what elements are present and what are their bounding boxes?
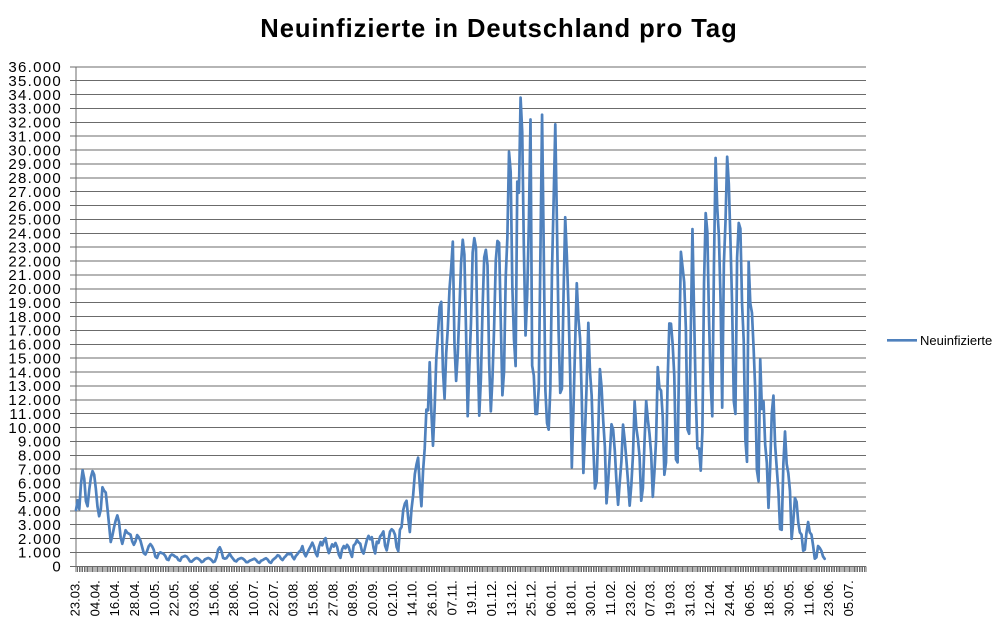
svg-text:15.06.: 15.06. bbox=[206, 580, 221, 616]
svg-text:31.03.: 31.03. bbox=[682, 580, 697, 616]
svg-text:Neuinfizierte in Deutschland p: Neuinfizierte in Deutschland pro Tag bbox=[260, 15, 737, 43]
svg-text:18.000: 18.000 bbox=[8, 309, 62, 326]
svg-text:24.04.: 24.04. bbox=[722, 580, 737, 616]
svg-text:13.000: 13.000 bbox=[8, 378, 62, 395]
svg-text:25.12.: 25.12. bbox=[524, 580, 539, 616]
svg-text:03.08.: 03.08. bbox=[286, 580, 301, 616]
svg-text:18.01.: 18.01. bbox=[563, 580, 578, 616]
svg-text:12.000: 12.000 bbox=[8, 392, 62, 409]
svg-text:12.04.: 12.04. bbox=[702, 580, 717, 616]
svg-text:30.000: 30.000 bbox=[8, 142, 62, 159]
svg-text:23.06.: 23.06. bbox=[821, 580, 836, 616]
svg-text:35.000: 35.000 bbox=[8, 73, 62, 90]
svg-text:06.05.: 06.05. bbox=[742, 580, 757, 616]
svg-text:22.000: 22.000 bbox=[8, 253, 62, 270]
svg-text:21.000: 21.000 bbox=[8, 267, 62, 284]
svg-text:08.09.: 08.09. bbox=[345, 580, 360, 616]
svg-text:23.03.: 23.03. bbox=[68, 580, 83, 616]
svg-text:05.07.: 05.07. bbox=[841, 580, 856, 616]
svg-text:15.000: 15.000 bbox=[8, 350, 62, 367]
svg-text:19.03.: 19.03. bbox=[662, 580, 677, 616]
svg-text:16.04.: 16.04. bbox=[107, 580, 122, 616]
svg-text:30.01.: 30.01. bbox=[583, 580, 598, 616]
svg-text:17.000: 17.000 bbox=[8, 323, 62, 340]
svg-text:22.07.: 22.07. bbox=[266, 580, 281, 616]
svg-text:11.000: 11.000 bbox=[9, 406, 62, 423]
svg-text:30.05.: 30.05. bbox=[781, 580, 796, 616]
svg-text:07.03.: 07.03. bbox=[643, 580, 658, 616]
svg-text:19.11.: 19.11. bbox=[464, 580, 479, 615]
svg-text:26.10.: 26.10. bbox=[424, 580, 439, 616]
svg-text:11.02.: 11.02. bbox=[603, 580, 618, 615]
svg-text:9.000: 9.000 bbox=[18, 434, 62, 451]
svg-text:23.000: 23.000 bbox=[8, 239, 62, 256]
svg-text:2.000: 2.000 bbox=[18, 531, 62, 548]
svg-text:15.08.: 15.08. bbox=[305, 580, 320, 616]
svg-text:6.000: 6.000 bbox=[18, 475, 62, 492]
svg-text:27.08.: 27.08. bbox=[325, 580, 340, 616]
svg-text:33.000: 33.000 bbox=[8, 101, 62, 118]
svg-text:0: 0 bbox=[52, 559, 62, 576]
svg-text:28.06.: 28.06. bbox=[226, 580, 241, 616]
svg-text:32.000: 32.000 bbox=[8, 115, 62, 132]
svg-text:16.000: 16.000 bbox=[8, 337, 62, 354]
svg-text:25.000: 25.000 bbox=[8, 212, 62, 229]
svg-text:20.000: 20.000 bbox=[8, 281, 62, 298]
svg-text:01.12.: 01.12. bbox=[484, 580, 499, 616]
svg-text:Neuinfizierte: Neuinfizierte bbox=[920, 333, 992, 348]
svg-text:4.000: 4.000 bbox=[18, 503, 62, 520]
svg-text:10.07.: 10.07. bbox=[246, 580, 261, 616]
svg-text:7.000: 7.000 bbox=[18, 461, 62, 478]
svg-text:19.000: 19.000 bbox=[8, 295, 62, 312]
svg-text:31.000: 31.000 bbox=[8, 128, 62, 145]
svg-text:23.02.: 23.02. bbox=[623, 580, 638, 616]
svg-text:3.000: 3.000 bbox=[18, 517, 62, 534]
svg-text:28.04.: 28.04. bbox=[127, 580, 142, 616]
svg-text:06.01.: 06.01. bbox=[543, 580, 558, 616]
svg-text:18.05.: 18.05. bbox=[762, 580, 777, 616]
svg-text:24.000: 24.000 bbox=[8, 226, 62, 243]
svg-text:26.000: 26.000 bbox=[8, 198, 62, 215]
svg-text:36.000: 36.000 bbox=[8, 59, 62, 76]
svg-text:03.06.: 03.06. bbox=[187, 580, 202, 616]
svg-text:34.000: 34.000 bbox=[8, 87, 62, 104]
svg-text:02.10.: 02.10. bbox=[385, 580, 400, 616]
svg-text:28.000: 28.000 bbox=[8, 170, 62, 187]
svg-text:1.000: 1.000 bbox=[18, 545, 62, 562]
svg-text:13.12.: 13.12. bbox=[504, 580, 519, 616]
svg-text:27.000: 27.000 bbox=[8, 184, 62, 201]
svg-text:20.09.: 20.09. bbox=[365, 580, 380, 616]
svg-text:07.11.: 07.11. bbox=[444, 580, 459, 615]
svg-text:22.05.: 22.05. bbox=[167, 580, 182, 616]
svg-text:14.000: 14.000 bbox=[8, 364, 62, 381]
svg-text:11.06.: 11.06. bbox=[801, 580, 816, 615]
svg-text:14.10.: 14.10. bbox=[405, 580, 420, 616]
svg-text:29.000: 29.000 bbox=[8, 156, 62, 173]
svg-text:04.04.: 04.04. bbox=[87, 580, 102, 616]
svg-text:5.000: 5.000 bbox=[18, 489, 62, 506]
svg-text:8.000: 8.000 bbox=[18, 448, 62, 465]
svg-text:10.000: 10.000 bbox=[8, 420, 62, 437]
svg-text:10.05.: 10.05. bbox=[147, 580, 162, 616]
